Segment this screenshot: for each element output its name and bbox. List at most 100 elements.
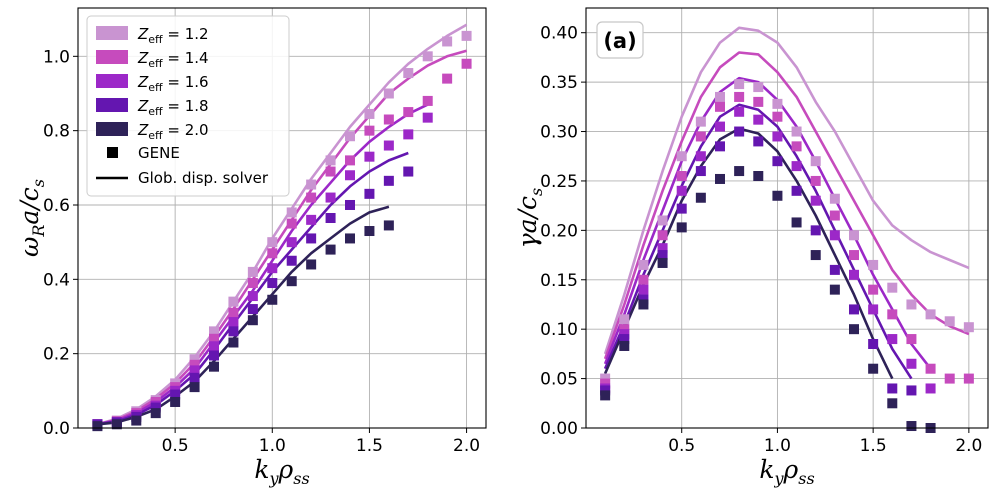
- x-tick-label: 0.5: [162, 436, 189, 456]
- gene-marker: [306, 192, 317, 203]
- gene-marker: [753, 136, 764, 147]
- gene-marker: [619, 314, 630, 325]
- gene-marker: [753, 114, 764, 125]
- gene-marker: [925, 383, 936, 394]
- gene-marker: [383, 88, 394, 99]
- gene-marker: [657, 257, 668, 268]
- grid: [586, 8, 988, 429]
- y-tick-label: 0.40: [540, 24, 578, 44]
- legend-label-2: Zeff = 1.4: [137, 49, 209, 70]
- gene-marker: [906, 421, 917, 432]
- gene-marker: [925, 363, 936, 374]
- gene-marker: [944, 373, 955, 384]
- gene-marker: [638, 274, 649, 285]
- gene-marker: [791, 185, 802, 196]
- gene-marker: [364, 108, 375, 119]
- gene-marker: [753, 96, 764, 107]
- gene-marker: [189, 372, 200, 383]
- gene-marker: [325, 213, 336, 223]
- y-tick-label: 0.20: [540, 221, 578, 241]
- gene-marker: [676, 151, 687, 162]
- legend-label-5: Zeff = 2.0: [137, 121, 209, 142]
- y-tick-label: 0.15: [540, 271, 578, 291]
- gene-marker: [383, 220, 394, 231]
- gene-marker: [676, 171, 687, 181]
- gene-marker: [695, 166, 706, 177]
- y-axis-label: ωRa/cs: [15, 179, 48, 257]
- gene-marker: [92, 421, 103, 432]
- legend: Zeff = 1.2 Zeff = 1.4 Zeff = 1.6 Zeff = 1.8…: [86, 15, 290, 197]
- gene-marker: [325, 244, 336, 255]
- gene-marker: [209, 350, 219, 361]
- gene-marker: [600, 390, 611, 401]
- gene-marker: [868, 259, 879, 270]
- gene-marker: [619, 340, 630, 351]
- gene-marker: [383, 140, 394, 151]
- plot-area: [603, 26, 970, 380]
- gene-marker: [247, 278, 258, 289]
- gene-marker: [403, 68, 414, 79]
- gene-marker: [772, 131, 783, 142]
- gene-marker: [403, 129, 414, 140]
- x-tick-label: 2.0: [955, 436, 982, 456]
- y-tick-label: 0.8: [43, 122, 70, 142]
- gene-marker: [286, 276, 297, 287]
- gene-marker: [422, 51, 433, 62]
- gene-marker: [209, 333, 219, 344]
- gene-marker: [887, 309, 898, 320]
- x-tick-label: 1.0: [764, 436, 791, 456]
- y-tick-label: 0.05: [540, 370, 578, 390]
- gene-marker: [345, 199, 355, 210]
- gene-marker: [715, 121, 725, 132]
- gene-marker: [364, 188, 375, 199]
- x-axis-label: kyρss: [254, 455, 309, 488]
- gene-marker: [422, 95, 433, 106]
- gene-marker: [170, 389, 181, 400]
- legend-solver-label: Glob. disp. solver: [138, 169, 269, 187]
- gene-marker: [422, 112, 433, 123]
- solver-line-5: [97, 205, 390, 426]
- legend-gene-label: GENE: [138, 144, 180, 162]
- gene-marker: [461, 30, 472, 41]
- gene-marker: [461, 58, 472, 69]
- gene-marker: [131, 415, 142, 426]
- gene-marker: [325, 166, 336, 177]
- x-tick-label: 1.5: [860, 436, 887, 456]
- gene-marker: [887, 398, 898, 409]
- gene-marker: [189, 359, 200, 370]
- gene-marker: [189, 382, 200, 393]
- gene-marker: [306, 233, 317, 244]
- gene-marker: [286, 207, 297, 218]
- gene-marker: [849, 324, 859, 335]
- gene-marker: [189, 354, 200, 365]
- y-tick-label: 0.2: [43, 345, 70, 365]
- gene-marker: [772, 156, 783, 167]
- gene-marker: [403, 166, 414, 177]
- legend-swatch-4: [96, 98, 128, 112]
- solver-line-1: [97, 23, 468, 426]
- gene-marker: [364, 125, 375, 136]
- gene-marker: [228, 317, 239, 328]
- gene-marker: [150, 402, 161, 413]
- gene-marker: [325, 155, 336, 166]
- gene-marker: [772, 190, 783, 201]
- gene-marker: [638, 284, 649, 295]
- gene-marker: [734, 79, 745, 90]
- legend-swatch-2: [96, 50, 128, 64]
- gene-marker: [657, 230, 668, 241]
- gene-marker: [829, 230, 840, 241]
- y-tick-label: 0.10: [540, 320, 578, 340]
- gene-marker: [849, 250, 859, 261]
- solver-line-2: [603, 51, 970, 360]
- gene-marker: [247, 291, 258, 302]
- x-tick-label: 1.0: [259, 436, 286, 456]
- gene-marker: [209, 361, 219, 372]
- gene-marker: [657, 215, 668, 226]
- gene-marker: [228, 326, 239, 337]
- gene-marker: [849, 269, 859, 280]
- solver-line-1: [603, 26, 970, 355]
- gene-marker: [906, 334, 917, 345]
- gene-marker: [791, 126, 802, 137]
- gene-marker: [325, 192, 336, 203]
- y-tick-label: 0.30: [540, 123, 578, 143]
